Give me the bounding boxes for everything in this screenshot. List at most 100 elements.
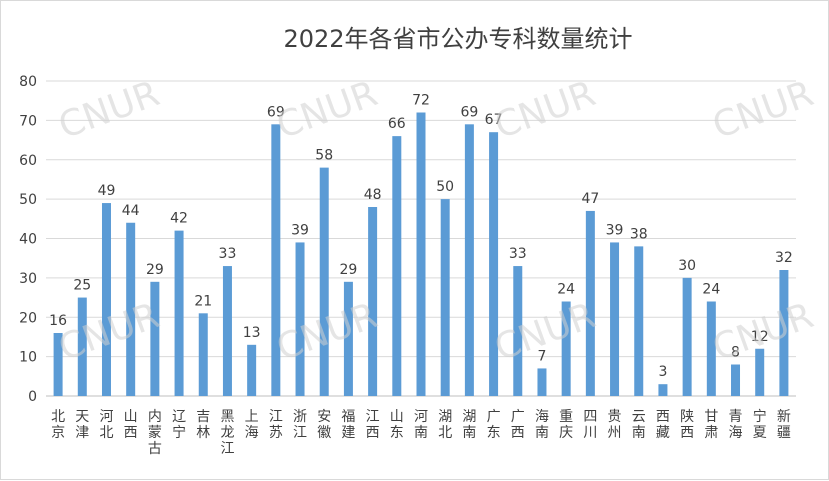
chart-title: 2022年各省市公办专科数量统计 <box>283 25 632 53</box>
category-label-0: 北京 <box>51 409 65 441</box>
data-label-26: 30 <box>678 258 696 274</box>
data-label-19: 33 <box>509 246 527 262</box>
bar-6 <box>198 313 208 396</box>
category-label-16: 湖北 <box>438 409 452 441</box>
bar-4 <box>150 281 160 396</box>
bar-20 <box>537 368 547 396</box>
data-label-0: 16 <box>49 313 67 329</box>
data-label-15: 72 <box>412 93 430 109</box>
y-tick-label: 0 <box>28 389 37 405</box>
y-tick-label: 70 <box>19 113 37 129</box>
data-label-11: 58 <box>315 148 333 164</box>
category-label-12: 福建 <box>341 409 355 441</box>
category-label-7: 黑龙江 <box>220 409 234 457</box>
data-label-5: 42 <box>170 211 188 227</box>
bar-9 <box>271 124 281 396</box>
category-label-26: 陕西 <box>680 409 694 441</box>
bar-2 <box>101 203 111 396</box>
category-label-6: 吉林 <box>196 409 210 441</box>
category-label-3: 山西 <box>124 409 138 441</box>
category-label-2: 河北 <box>99 409 113 441</box>
bar-26 <box>682 277 692 396</box>
category-label-10: 浙江 <box>293 409 307 441</box>
category-label-5: 辽宁 <box>172 409 186 441</box>
y-axis: 0 10 20 30 40 50 60 70 80 <box>19 74 37 405</box>
category-label-20: 海南 <box>535 409 549 441</box>
bar-27 <box>706 301 716 396</box>
data-label-14: 66 <box>388 116 406 132</box>
y-tick-label: 30 <box>19 271 37 287</box>
bar-1 <box>77 297 87 396</box>
data-label-9: 69 <box>267 104 285 120</box>
y-tick-label: 10 <box>19 350 37 366</box>
bar-0 <box>53 333 63 396</box>
category-label-9: 江苏 <box>269 409 283 441</box>
category-label-30: 新疆 <box>777 409 791 441</box>
category-label-28: 青海 <box>729 409 743 441</box>
data-label-6: 21 <box>194 293 212 309</box>
category-label-11: 安徽 <box>317 409 331 441</box>
x-axis: 北京天津河北山西内蒙古辽宁吉林黑龙江上海江苏浙江安徽福建江西山东河南湖北湖南广东… <box>51 408 791 457</box>
category-label-18: 广东 <box>487 409 501 441</box>
y-tick-label: 50 <box>19 192 37 208</box>
bar-15 <box>416 112 426 396</box>
category-label-24: 云南 <box>632 409 646 441</box>
bar-30 <box>779 270 789 396</box>
data-label-10: 39 <box>291 222 309 238</box>
bar-14 <box>392 136 402 396</box>
bar-8 <box>247 344 257 396</box>
data-label-1: 25 <box>73 278 91 294</box>
category-label-19: 广西 <box>511 409 525 441</box>
bar-18 <box>489 132 499 396</box>
watermark-2: CNUR <box>489 73 600 147</box>
data-label-20: 7 <box>538 348 547 364</box>
bar-24 <box>634 246 644 396</box>
watermark-0: CNUR <box>53 73 164 147</box>
category-label-4: 内蒙古 <box>148 409 162 457</box>
bar-19 <box>513 266 523 396</box>
data-label-4: 29 <box>146 262 164 278</box>
category-label-27: 甘肃 <box>704 409 718 441</box>
watermark-3: CNUR <box>707 73 818 147</box>
category-label-8: 上海 <box>245 409 259 441</box>
bar-11 <box>319 167 329 396</box>
data-label-25: 3 <box>658 364 667 380</box>
data-label-2: 49 <box>98 183 116 199</box>
bar-12 <box>343 281 353 396</box>
data-label-24: 38 <box>630 226 648 242</box>
category-label-25: 西藏 <box>656 409 670 441</box>
bar-5 <box>174 230 184 396</box>
category-label-29: 宁夏 <box>753 408 767 441</box>
watermark-1: CNUR <box>271 73 382 147</box>
bar-16 <box>440 199 450 396</box>
bar-29 <box>755 348 765 396</box>
bar-3 <box>126 222 136 396</box>
data-label-28: 8 <box>731 345 740 361</box>
bar-25 <box>658 384 668 396</box>
y-tick-label: 80 <box>19 74 37 90</box>
data-label-12: 29 <box>340 262 358 278</box>
data-label-29: 12 <box>751 329 769 345</box>
data-label-22: 47 <box>581 191 599 207</box>
bar-21 <box>561 301 571 396</box>
bars <box>53 112 789 396</box>
bar-22 <box>585 210 595 396</box>
data-label-17: 69 <box>460 104 478 120</box>
bar-17 <box>464 124 474 396</box>
data-label-30: 32 <box>775 250 793 266</box>
bar-10 <box>295 242 305 396</box>
bar-23 <box>610 242 620 396</box>
category-label-22: 四川 <box>583 409 597 441</box>
category-label-15: 河南 <box>414 409 428 441</box>
y-tick-label: 60 <box>19 153 37 169</box>
data-label-7: 33 <box>219 246 237 262</box>
category-label-13: 江西 <box>366 409 380 441</box>
data-label-27: 24 <box>702 282 720 298</box>
y-tick-label: 20 <box>19 310 37 326</box>
category-label-14: 山东 <box>390 409 404 441</box>
data-label-21: 24 <box>557 282 575 298</box>
y-tick-label: 40 <box>19 232 37 248</box>
